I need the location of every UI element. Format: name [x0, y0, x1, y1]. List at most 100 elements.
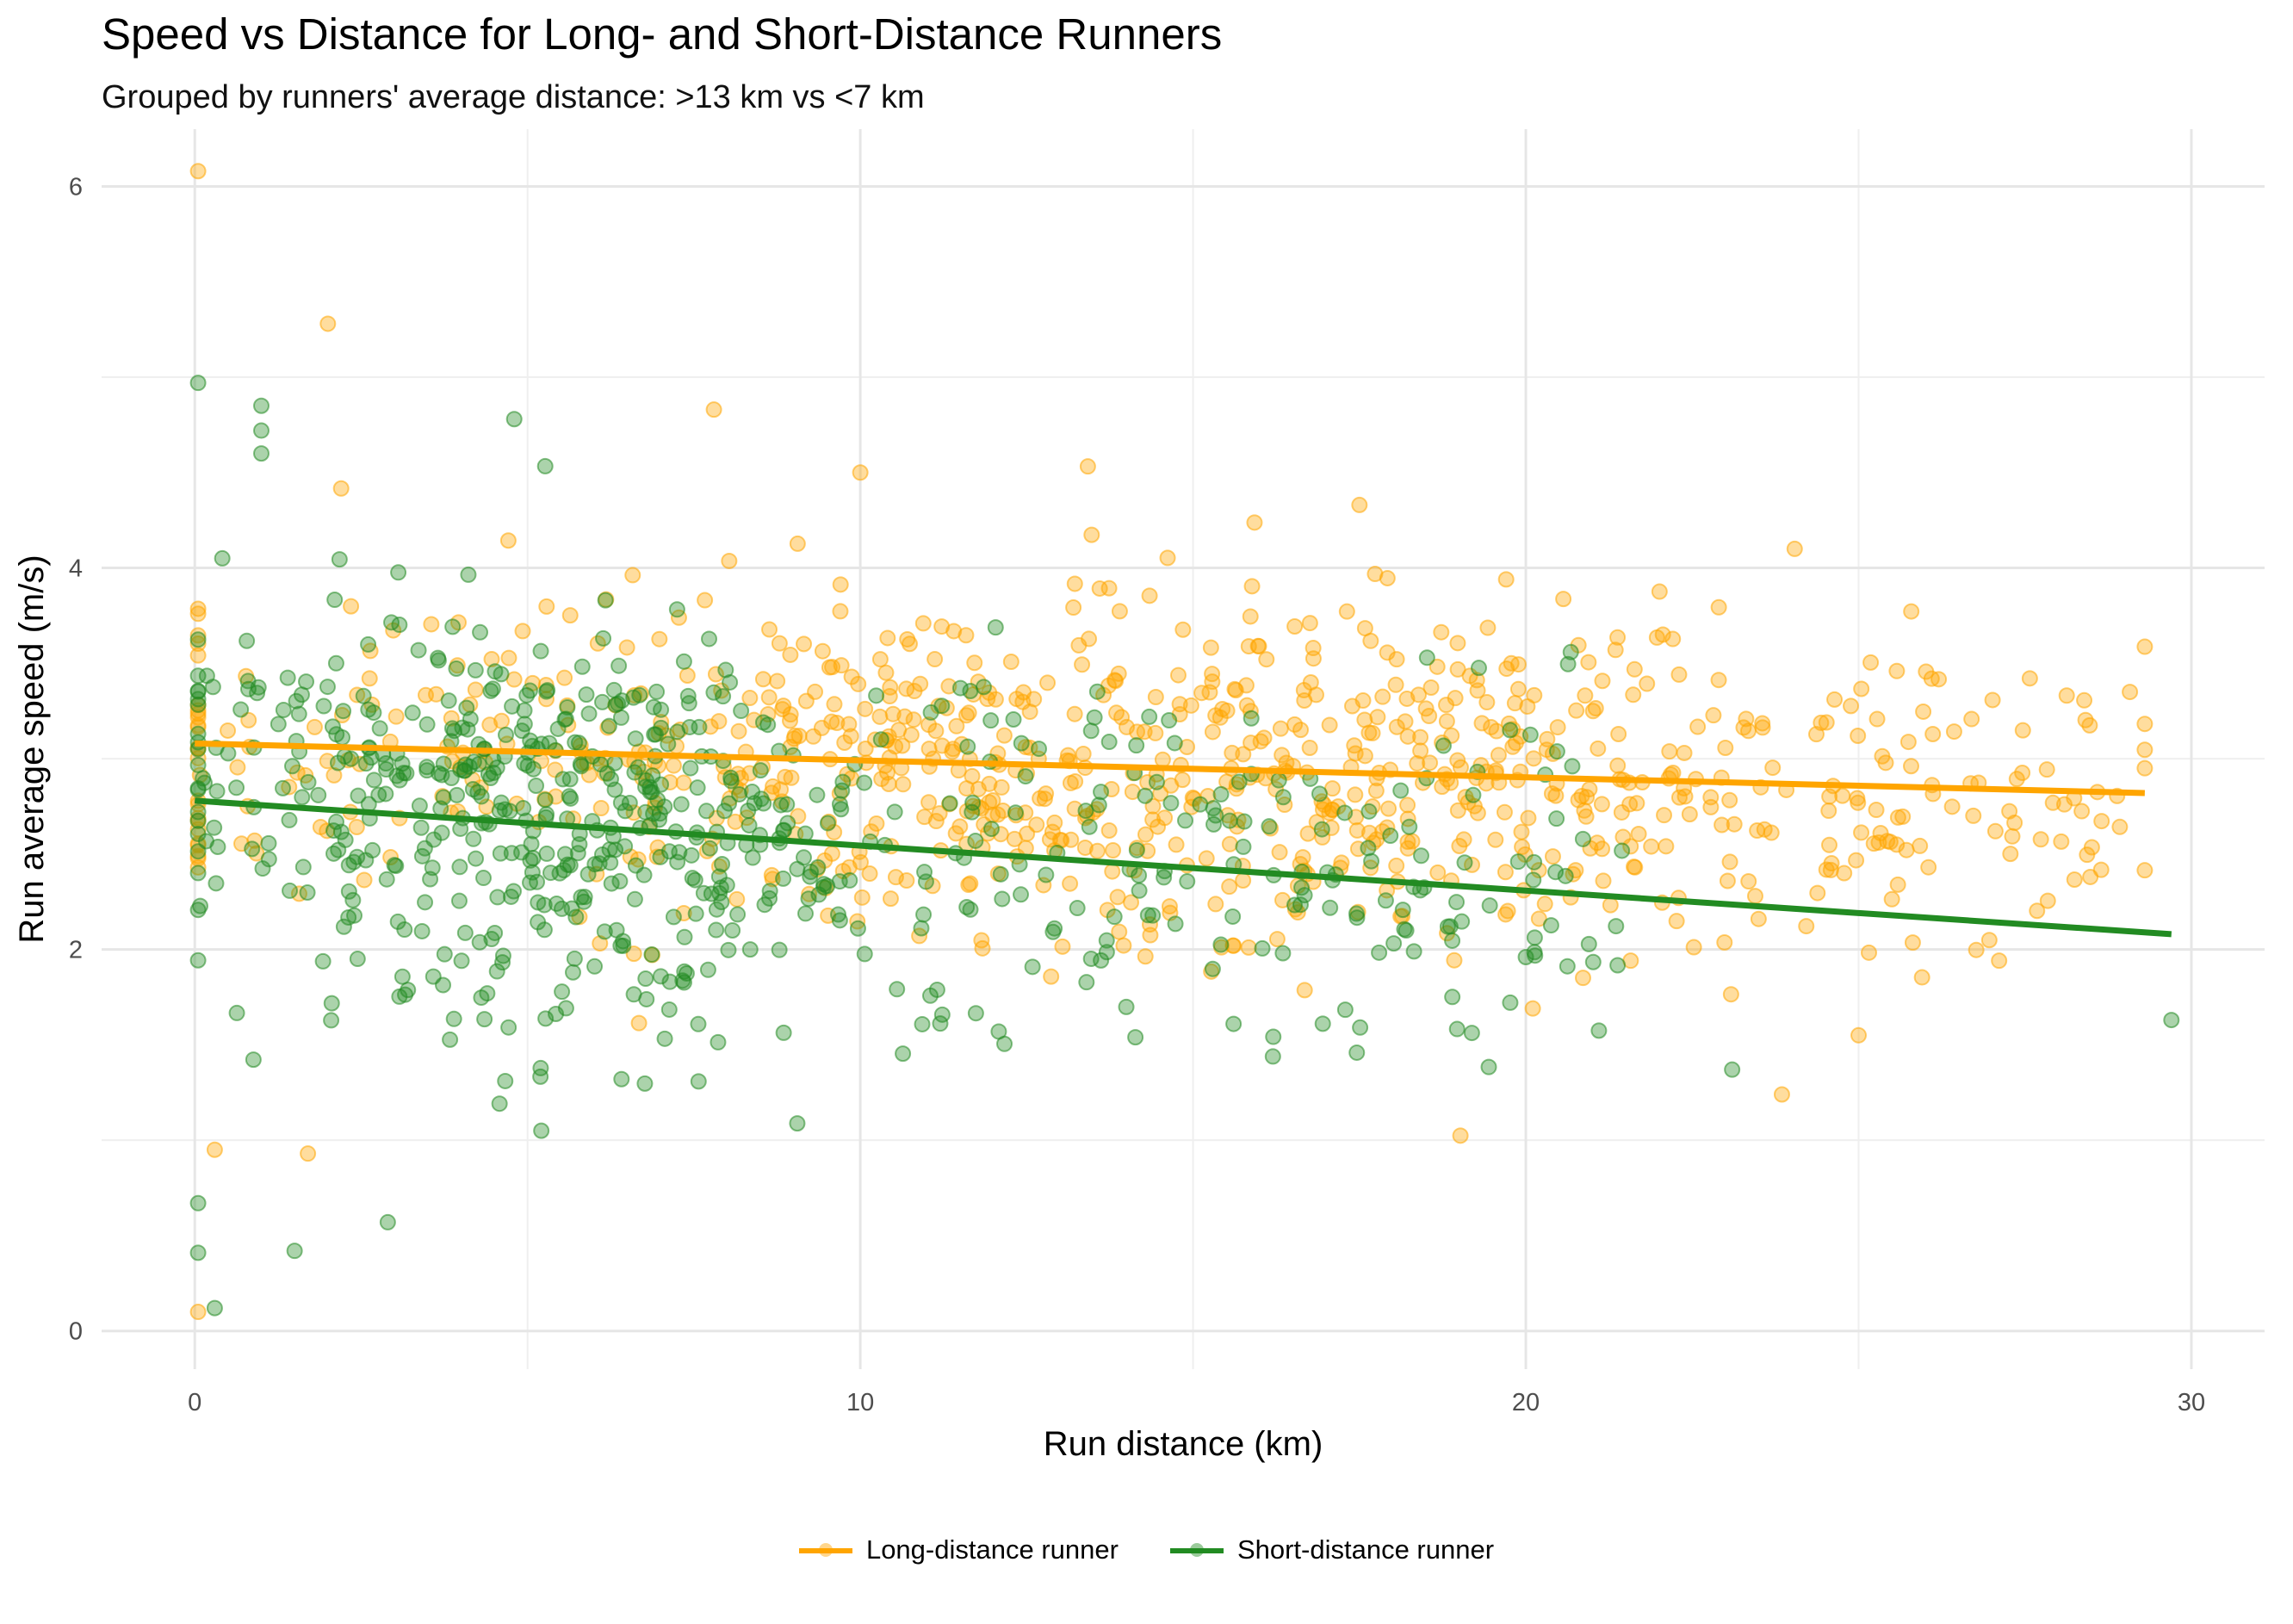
short-distance-point — [1382, 827, 1399, 845]
short-distance-point — [611, 872, 629, 889]
long-distance-point — [220, 722, 237, 739]
long-distance-point — [992, 826, 1009, 843]
short-distance-point — [627, 730, 644, 747]
long-distance-point — [319, 315, 337, 332]
short-distance-point — [802, 868, 819, 885]
long-distance-point — [281, 778, 298, 796]
long-distance-point — [705, 401, 722, 418]
long-distance-point — [2021, 670, 2038, 687]
short-distance-point — [355, 687, 372, 704]
long-distance-point — [423, 616, 440, 633]
long-distance-point — [1449, 635, 1466, 652]
long-distance-point — [857, 700, 874, 717]
long-distance-point — [1656, 807, 1673, 824]
long-distance-point — [832, 576, 849, 593]
long-distance-point — [1754, 719, 1771, 736]
short-distance-point — [1254, 939, 1271, 957]
short-distance-point — [1137, 787, 1154, 804]
short-distance-point — [270, 716, 287, 733]
short-distance-point — [449, 786, 466, 803]
long-distance-point — [805, 728, 822, 745]
short-distance-point — [602, 854, 619, 871]
long-distance-point — [1963, 710, 1980, 728]
long-distance-point — [1478, 694, 1496, 711]
short-distance-point — [250, 679, 267, 696]
long-distance-point — [1861, 944, 1878, 961]
short-distance-point — [660, 735, 677, 753]
long-distance-point — [206, 1141, 223, 1158]
long-distance-point — [871, 651, 889, 668]
short-distance-point — [425, 831, 443, 848]
long-distance-point — [1980, 932, 1998, 949]
short-distance-point — [189, 1194, 207, 1212]
short-distance-point — [617, 838, 634, 855]
short-distance-point — [299, 883, 316, 901]
short-distance-point — [1401, 818, 1418, 835]
short-distance-point — [379, 1213, 396, 1230]
long-distance-point — [832, 603, 849, 620]
short-distance-point — [686, 871, 703, 889]
long-distance-point — [1305, 650, 1322, 667]
long-distance-point — [1609, 757, 1627, 774]
long-distance-point — [1868, 710, 1886, 728]
short-distance-point — [1235, 838, 1252, 855]
short-distance-point — [1564, 758, 1581, 775]
long-distance-point — [1076, 839, 1094, 856]
short-distance-point — [683, 846, 700, 864]
long-distance-point — [2055, 796, 2073, 813]
long-distance-point — [1902, 758, 1919, 775]
short-distance-point — [378, 761, 395, 778]
short-distance-point — [482, 682, 499, 699]
short-distance-point — [1385, 935, 1403, 952]
short-distance-point — [1360, 840, 1377, 857]
long-distance-point — [1593, 796, 1610, 813]
short-distance-point — [872, 731, 889, 748]
long-distance-point — [1021, 704, 1038, 721]
short-distance-point — [1106, 908, 1123, 926]
long-distance-point — [300, 1145, 317, 1162]
short-distance-point — [1127, 1029, 1144, 1046]
short-distance-point — [1212, 936, 1230, 953]
short-distance-point — [189, 631, 207, 648]
long-distance-point — [1536, 896, 1553, 913]
short-distance-point — [613, 1070, 630, 1088]
short-distance-point — [722, 769, 740, 786]
short-distance-point — [715, 688, 732, 705]
short-distance-point — [964, 794, 982, 811]
short-distance-point — [720, 941, 737, 958]
short-distance-point — [493, 794, 510, 811]
long-distance-point — [1142, 927, 1159, 944]
long-distance-point — [981, 775, 998, 792]
y-tick-label: 0 — [69, 1318, 83, 1346]
short-distance-point — [914, 1015, 931, 1032]
long-distance-point — [1438, 713, 1455, 730]
long-distance-point — [882, 679, 899, 696]
short-distance-point — [1166, 735, 1183, 752]
short-distance-point — [595, 629, 612, 647]
short-distance-point — [530, 894, 547, 911]
long-distance-point — [1658, 838, 1675, 855]
short-distance-point — [446, 722, 463, 740]
long-distance-point — [899, 630, 916, 648]
short-distance-point — [559, 698, 576, 716]
long-distance-point — [966, 654, 983, 672]
long-distance-point — [1913, 969, 1930, 986]
short-distance-point — [189, 1244, 207, 1261]
short-distance-point — [360, 701, 377, 718]
long-distance-point — [995, 727, 1013, 744]
short-distance-point — [538, 683, 555, 700]
long-distance-point — [960, 876, 977, 893]
short-distance-point — [253, 445, 270, 462]
long-distance-point — [1008, 691, 1026, 708]
short-distance-point — [208, 875, 225, 892]
long-distance-point — [1343, 697, 1360, 715]
short-distance-point — [819, 815, 836, 832]
long-distance-point — [675, 904, 692, 921]
long-distance-point — [343, 598, 360, 615]
long-distance-point — [1643, 838, 1660, 855]
short-distance-point — [1559, 958, 1576, 975]
long-distance-point — [771, 635, 788, 652]
short-distance-point — [293, 686, 310, 704]
long-distance-point — [1109, 889, 1126, 906]
long-distance-point — [1735, 719, 1752, 736]
